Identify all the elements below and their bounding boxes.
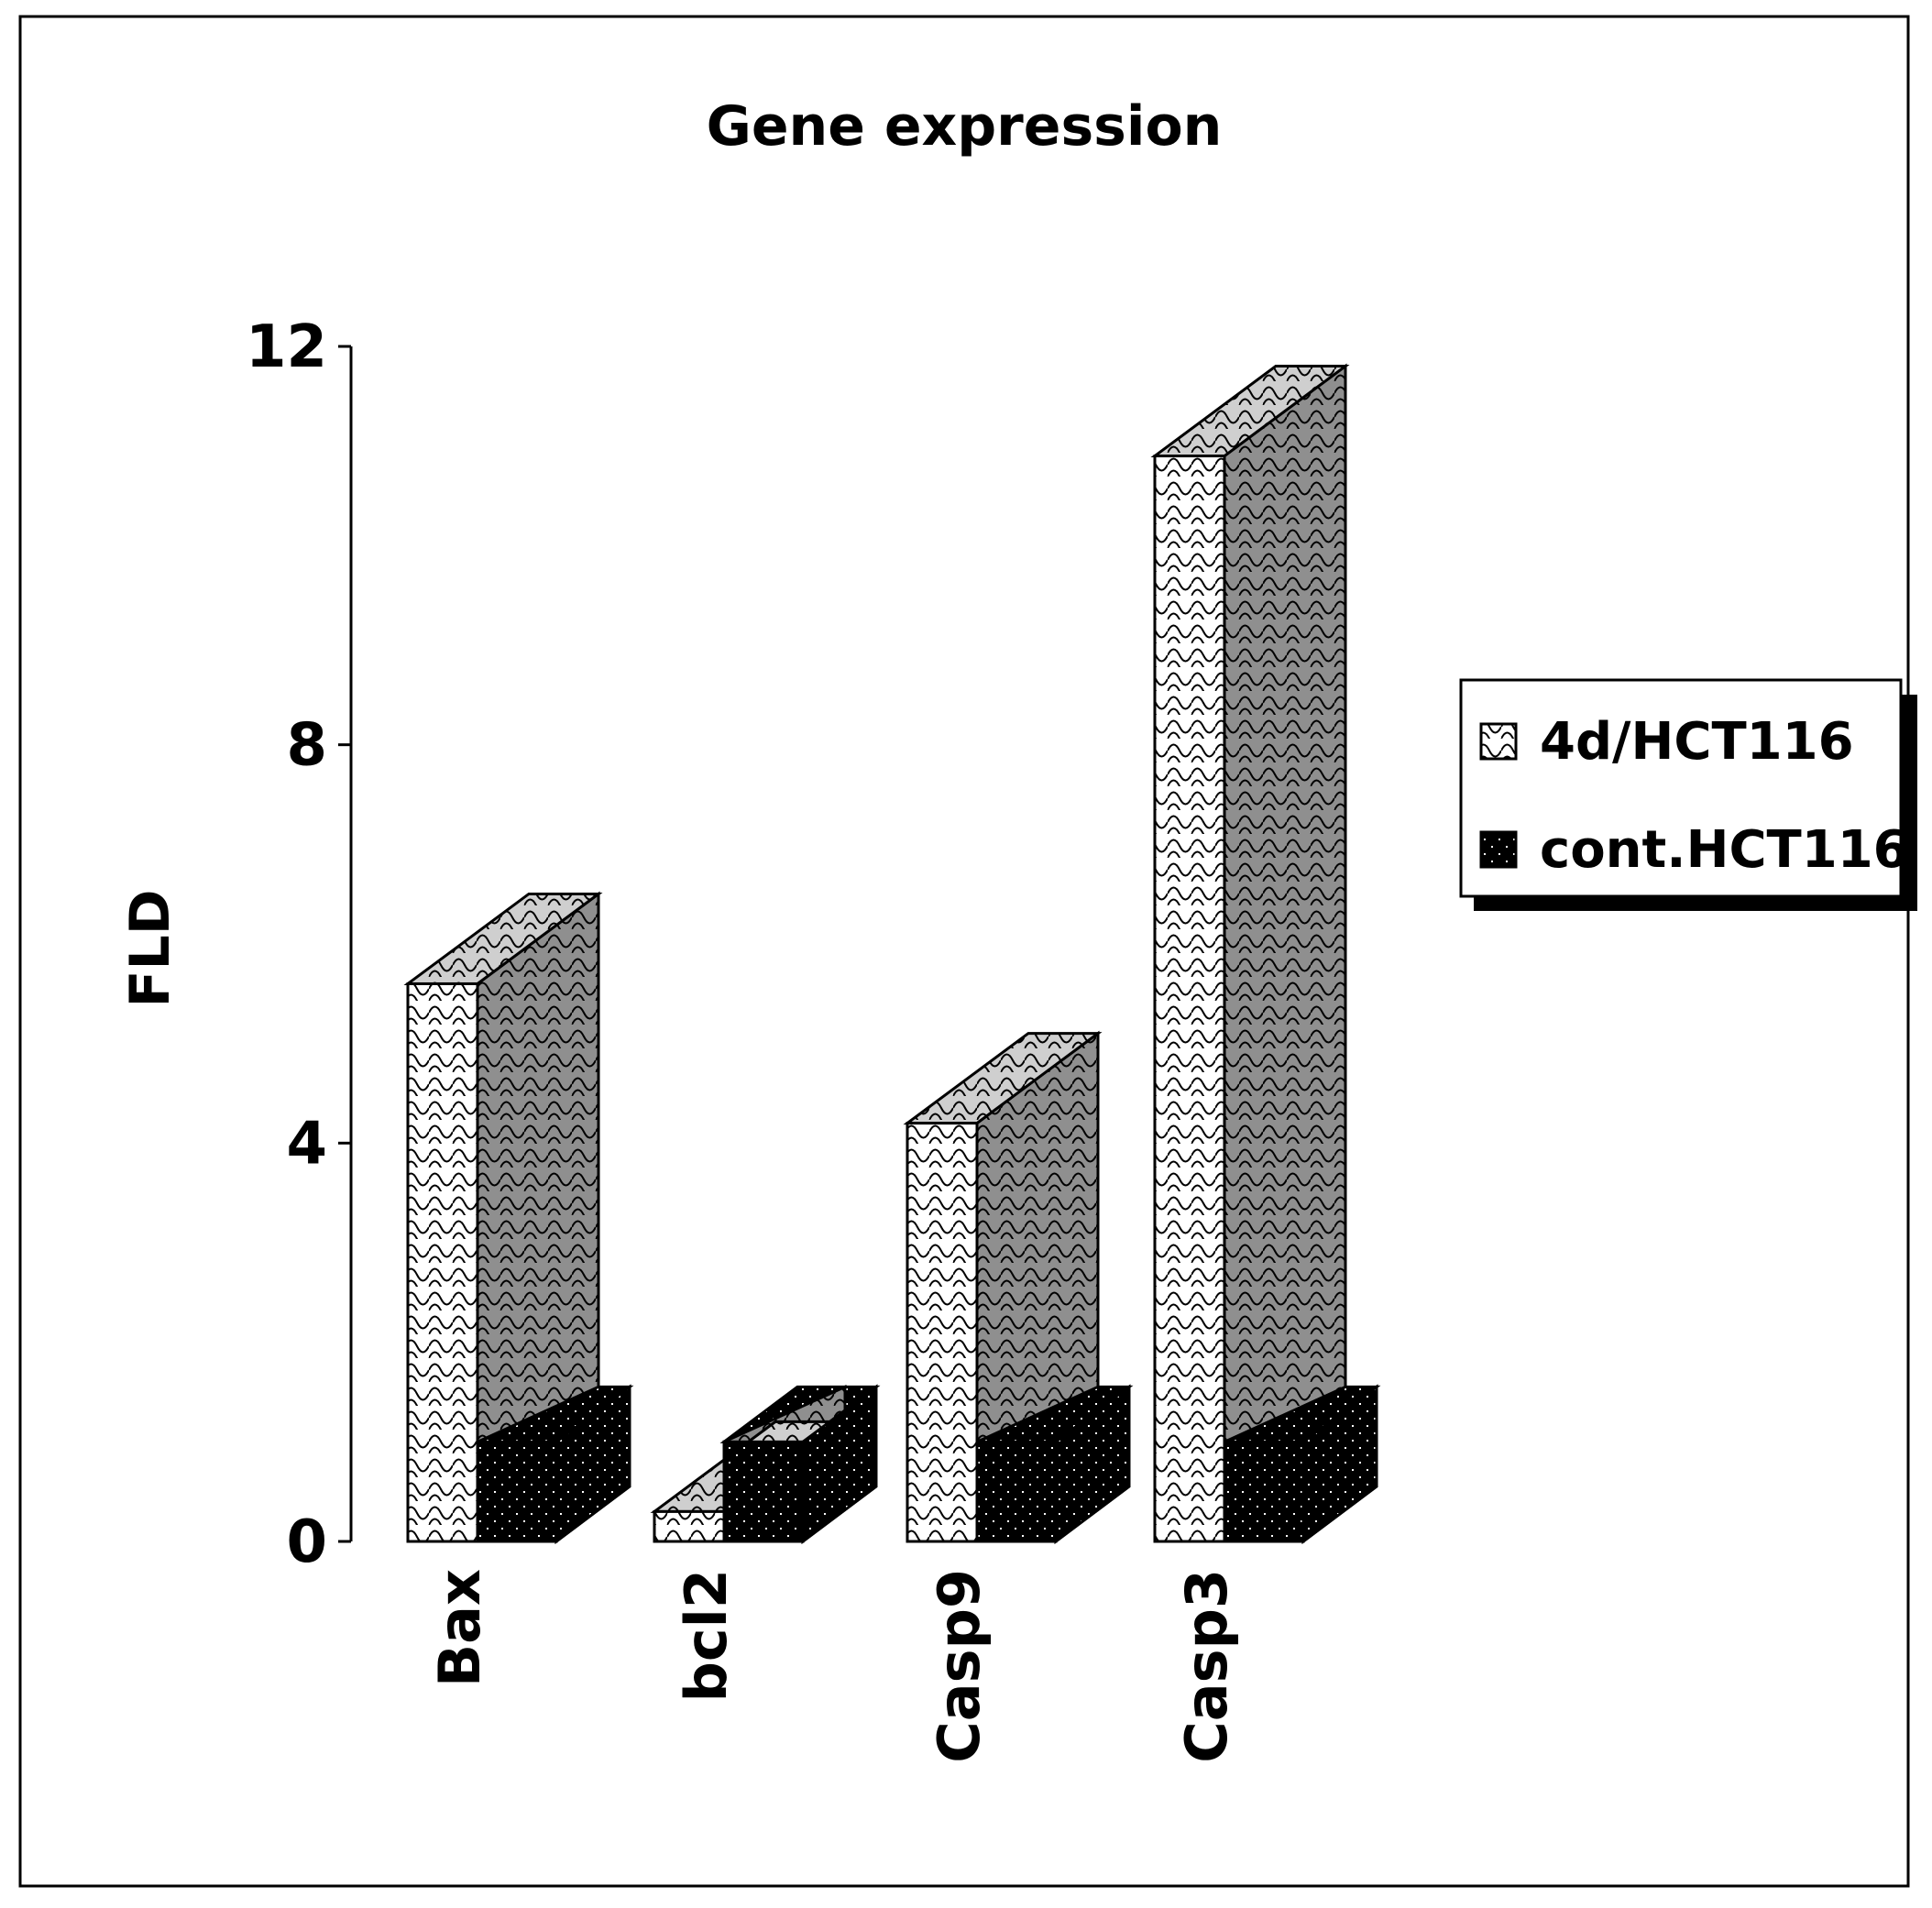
y-axis-title: FLD xyxy=(118,889,182,1007)
legend-box xyxy=(1459,678,1903,898)
bar-cont-front-overlay xyxy=(476,1440,558,1543)
y-tick-label: 8 xyxy=(286,712,327,780)
bar-cont-front-overlay xyxy=(722,1440,805,1543)
bar-cont-side-overlay xyxy=(1301,1384,1378,1544)
bar-4d-front xyxy=(1153,455,1226,1543)
category-label: Casp9 xyxy=(926,1569,993,1763)
y-tick-label: 4 xyxy=(286,1110,327,1178)
legend-swatch-cont xyxy=(1479,830,1518,869)
y-tick-label: 12 xyxy=(246,313,327,381)
bars-group xyxy=(403,363,1381,1544)
bar-cont-side-overlay xyxy=(554,1384,631,1544)
legend-swatch-4d xyxy=(1479,722,1518,761)
bar-cont-side-overlay xyxy=(1054,1384,1131,1544)
bar-4d-front xyxy=(406,981,479,1543)
legend-label-cont: cont.HCT116 xyxy=(1540,820,1909,880)
legend: 4d/HCT116 cont.HCT116 xyxy=(1459,678,1917,911)
bar-4d-front xyxy=(906,1122,979,1543)
legend-label-4d: 4d/HCT116 xyxy=(1540,712,1854,772)
y-tick-label: 0 xyxy=(286,1508,327,1576)
category-labels: Bax bcl2 Casp9 Casp3 xyxy=(426,1569,1240,1763)
category-label: bcl2 xyxy=(673,1569,740,1703)
bar-cont-front-overlay xyxy=(1223,1440,1305,1543)
category-label: Casp3 xyxy=(1173,1569,1240,1763)
chart-title: Gene expression xyxy=(707,94,1223,159)
y-axis-ticks: 0 4 8 12 xyxy=(246,313,351,1576)
bar-4d-side xyxy=(476,891,600,1444)
bar-cont-side-overlay xyxy=(801,1384,878,1544)
bar-4d-side xyxy=(1223,363,1347,1444)
category-label: Bax xyxy=(426,1569,493,1687)
bar-4d-front xyxy=(653,1509,726,1543)
chart-frame xyxy=(18,15,1910,1888)
bar-cont-front-overlay xyxy=(975,1440,1058,1543)
